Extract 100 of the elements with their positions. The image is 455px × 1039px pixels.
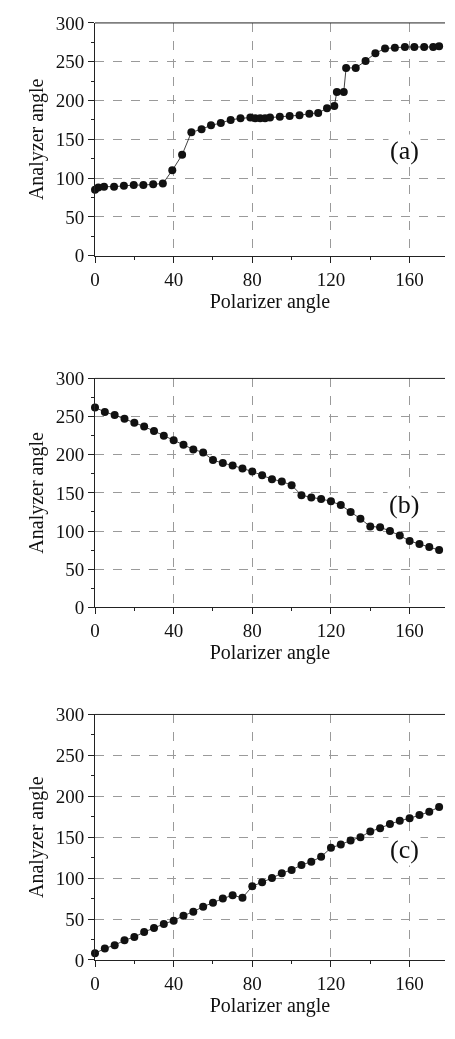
x-tick-label: 80 bbox=[242, 268, 262, 290]
point bbox=[130, 418, 139, 427]
point bbox=[307, 493, 316, 502]
point bbox=[366, 827, 375, 836]
y-tick-label: 250 bbox=[55, 745, 85, 767]
point bbox=[189, 445, 198, 454]
point bbox=[187, 128, 196, 137]
y-tick-label: 150 bbox=[55, 826, 85, 848]
point bbox=[356, 514, 365, 523]
point bbox=[317, 494, 326, 503]
point bbox=[159, 431, 168, 440]
point bbox=[140, 928, 149, 937]
point bbox=[435, 546, 444, 555]
point bbox=[371, 49, 380, 58]
point bbox=[297, 491, 306, 500]
x-tick-label: 40 bbox=[164, 620, 184, 642]
point bbox=[169, 436, 178, 445]
point bbox=[228, 891, 237, 900]
x-tick-label: 80 bbox=[242, 972, 262, 994]
point bbox=[169, 916, 178, 925]
y-axis-title: Analyzer angle bbox=[25, 431, 49, 554]
annotation: (a) bbox=[390, 136, 419, 165]
point bbox=[435, 802, 444, 811]
x-tick-label: 160 bbox=[395, 972, 424, 994]
x-tick-label: 120 bbox=[316, 268, 346, 290]
point bbox=[267, 874, 276, 883]
point bbox=[390, 43, 399, 52]
y-tick-label: 150 bbox=[55, 482, 85, 504]
point bbox=[179, 911, 188, 920]
point bbox=[376, 523, 385, 532]
point bbox=[330, 101, 339, 110]
y-tick-label: 200 bbox=[55, 785, 85, 807]
x-tick-label: 0 bbox=[90, 620, 100, 642]
point bbox=[425, 543, 434, 552]
x-tick-label: 80 bbox=[242, 620, 262, 642]
point bbox=[400, 42, 409, 51]
point bbox=[267, 475, 276, 484]
point bbox=[159, 919, 168, 928]
point bbox=[415, 539, 424, 548]
point bbox=[110, 411, 119, 420]
point bbox=[305, 109, 314, 118]
y-tick-label: 0 bbox=[74, 596, 85, 618]
x-axis-title: Polarizer angle bbox=[209, 641, 331, 665]
y-tick-label: 50 bbox=[65, 206, 85, 228]
point bbox=[149, 924, 158, 932]
point bbox=[208, 898, 217, 907]
point bbox=[405, 814, 414, 823]
y-tick-label: 0 bbox=[74, 245, 85, 267]
point bbox=[326, 843, 335, 852]
point bbox=[297, 861, 306, 869]
point bbox=[218, 459, 227, 468]
point bbox=[285, 112, 294, 121]
x-tick-label: 40 bbox=[164, 268, 184, 290]
y-tick-label: 50 bbox=[65, 558, 85, 580]
point bbox=[277, 869, 286, 878]
point bbox=[277, 477, 286, 486]
point bbox=[405, 536, 414, 545]
point bbox=[238, 464, 247, 473]
point bbox=[208, 456, 217, 465]
point bbox=[346, 836, 355, 845]
point bbox=[258, 471, 267, 480]
point bbox=[326, 497, 335, 506]
point bbox=[207, 121, 216, 130]
point bbox=[287, 865, 296, 874]
x-tick-label: 120 bbox=[316, 620, 346, 642]
x-tick-label: 0 bbox=[90, 972, 100, 994]
point bbox=[120, 414, 129, 423]
x-tick-label: 160 bbox=[395, 620, 424, 642]
point bbox=[248, 467, 257, 476]
point bbox=[178, 150, 187, 159]
x-tick-label: 40 bbox=[164, 972, 184, 994]
point bbox=[385, 820, 394, 829]
point bbox=[395, 816, 404, 825]
point bbox=[110, 182, 119, 191]
point bbox=[91, 949, 99, 958]
point bbox=[100, 944, 109, 953]
point bbox=[130, 933, 139, 941]
point bbox=[119, 181, 128, 190]
x-axis-title: Polarizer angle bbox=[209, 993, 331, 1017]
x-tick-label: 0 bbox=[90, 268, 100, 290]
point bbox=[189, 907, 198, 916]
y-tick-label: 50 bbox=[65, 908, 85, 930]
point bbox=[179, 440, 188, 449]
point bbox=[140, 422, 149, 431]
y-axis-title: Analyzer angle bbox=[25, 776, 49, 898]
point bbox=[258, 878, 267, 887]
annotation: (c) bbox=[390, 835, 419, 864]
point bbox=[100, 182, 109, 191]
annotation: (b) bbox=[389, 490, 420, 519]
point bbox=[415, 811, 424, 820]
point bbox=[158, 179, 167, 188]
point bbox=[307, 857, 316, 866]
point bbox=[395, 531, 404, 540]
y-tick-label: 300 bbox=[55, 704, 85, 726]
point bbox=[100, 408, 109, 416]
y-tick-label: 300 bbox=[55, 12, 85, 34]
point bbox=[228, 461, 237, 470]
y-axis-title: Analyzer angle bbox=[25, 78, 49, 201]
point bbox=[199, 448, 208, 457]
point bbox=[351, 63, 360, 72]
